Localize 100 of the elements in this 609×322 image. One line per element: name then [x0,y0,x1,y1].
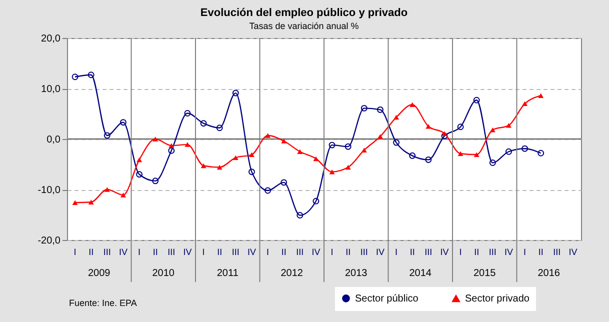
point [457,124,464,130]
point [152,136,158,142]
y-tick-label: 20,0 [41,34,61,44]
x-tick-label: II [410,247,415,257]
x-tick-label: II [538,247,544,257]
point [200,163,206,168]
x-tick-label: III [553,247,561,257]
x-tick-label: I [524,247,526,257]
point [120,119,126,126]
x-tick-label: I [74,247,76,257]
x-tick-label: IV [504,247,513,257]
x-tick-label: III [103,247,111,257]
point [329,169,335,174]
point [104,187,110,192]
y-tick-label: 0,0 [46,134,61,146]
point [232,90,239,96]
point [281,138,287,144]
point [360,104,368,112]
x-tick-label: IV [440,247,449,257]
source-note: Fuente: Ine. EPA [69,298,137,308]
x-tick-label: I [395,247,398,257]
y-tick-label: 10,0 [41,84,61,95]
point [442,131,448,136]
x-tick-label: II [152,247,158,257]
point [136,171,143,178]
point [104,132,110,139]
point [120,192,126,198]
x-tick-label: III [424,247,432,257]
point [280,179,288,186]
point [345,164,351,170]
x-tick-label: I [330,247,334,257]
point [184,110,191,116]
x-tick-label: III [232,247,240,257]
point [522,145,528,152]
x-tick-label: IV [118,247,128,257]
x-tick-label: I [138,247,141,257]
text: 2010 [152,268,175,279]
point [72,200,78,205]
point [265,133,271,138]
point [490,128,496,132]
point [136,157,142,162]
x-tick-label: II [474,247,480,257]
point [394,114,400,120]
point [152,178,159,184]
text: 2014 [409,268,432,279]
x-tick-label: I [202,247,205,257]
x-tick-label: I [266,247,270,257]
point [232,155,238,160]
point [312,198,320,204]
point [489,160,496,166]
point [410,102,416,108]
point [505,148,512,155]
x-tick-label: III [296,247,304,257]
text: 2013 [345,268,368,279]
point [538,93,544,98]
x-tick-label: IV [247,247,256,257]
x-tick-label: III [360,247,368,257]
point [376,106,384,113]
point [426,124,432,129]
point [168,147,175,154]
point [409,152,416,159]
x-tick-label: III [168,247,176,257]
x-tick-label: II [346,247,351,257]
text: 2012 [280,268,304,279]
point [393,139,400,146]
chart-title: Evolución del empleo público y privado [200,7,408,19]
y-tick-label: -10,0 [38,185,61,196]
x-tick-label: IV [183,247,192,257]
x-tick-label: III [488,247,496,257]
point [168,143,174,148]
point [248,168,255,176]
point [264,187,272,194]
point [344,143,352,150]
x-tick-label: II [217,247,222,257]
chart-subtitle: Tasas de variación anual % [249,21,359,31]
text: 2011 [216,268,239,279]
x-tick-label: IV [312,247,320,257]
text: 2009 [88,268,111,279]
point [522,101,528,106]
point [88,200,94,204]
text: 2015 [474,268,496,279]
point [425,156,432,163]
point [248,152,254,158]
text: 2016 [538,268,560,279]
point [88,72,94,78]
point [506,122,512,128]
x-tick-label: II [281,247,286,257]
point [458,151,464,156]
point [297,149,303,154]
x-tick-label: IV [568,247,578,257]
legend-label: Sector privado [465,294,530,305]
y-tick-label: -20,0 [38,236,61,246]
point [474,152,480,158]
point [441,132,448,140]
point [200,120,207,127]
x-tick-label: I [459,247,462,257]
x-tick-label: II [88,247,94,257]
x-tick-label: IV [376,247,384,257]
point [473,96,480,104]
point [184,142,190,147]
